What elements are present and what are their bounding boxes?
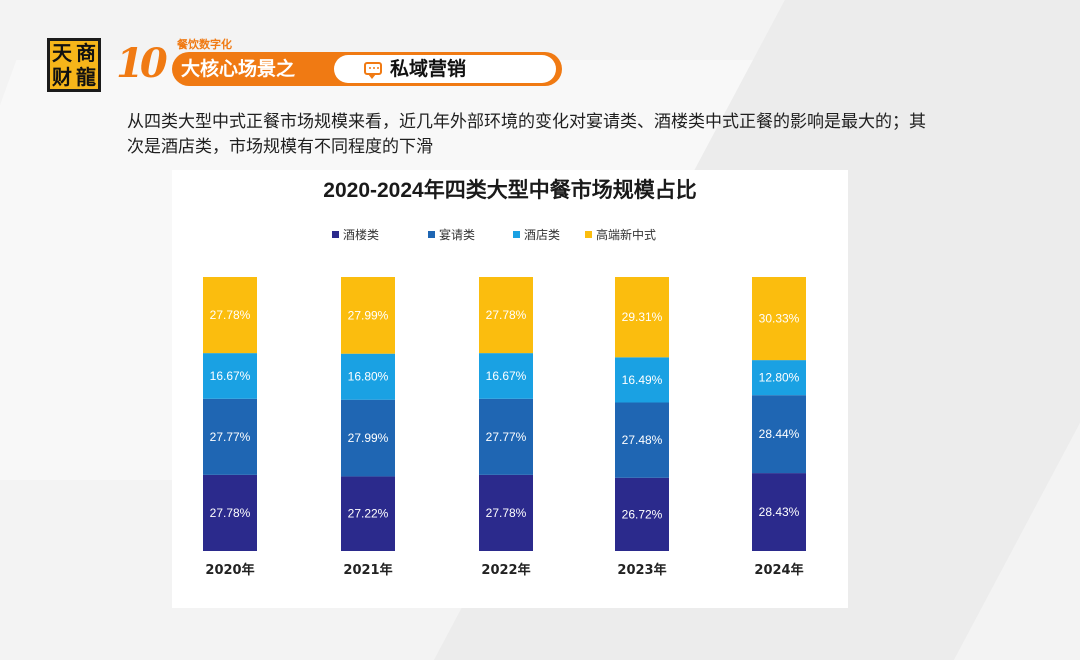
header-subtitle: 餐饮数字化: [177, 38, 232, 51]
legend-label: 酒店类: [524, 228, 560, 242]
data-label: 27.78%: [210, 506, 251, 520]
data-label: 27.78%: [210, 308, 251, 322]
logo-char: 商: [76, 41, 96, 65]
data-label: 26.72%: [622, 507, 663, 521]
data-label: 27.22%: [348, 507, 389, 521]
header-number: 10: [116, 40, 168, 87]
bar-segment: [203, 398, 257, 475]
legend-label: 高端新中式: [596, 227, 656, 242]
x-axis-labels: 2020年 2021年 2022年 2023年 2024年: [205, 562, 803, 578]
logo-char: 龍: [76, 65, 96, 89]
description-text: 从四类大型中式正餐市场规模来看，近几年外部环境的变化对宴请类、酒楼类中式正餐的影…: [127, 112, 926, 157]
data-label: 27.99%: [348, 308, 389, 322]
x-tick-label: 2022年: [481, 562, 530, 578]
legend-swatch: [585, 231, 592, 238]
bar-segment: [341, 277, 395, 354]
chart-bars: 27.78% 27.77% 16.67% 27.78% 27.22% 27.99% 16.8…: [203, 277, 806, 551]
bar-segment: [615, 477, 669, 551]
legend-swatch: [428, 231, 435, 238]
chart-title: 2020-2024年四类大型中餐市场规模占比: [323, 178, 696, 202]
legend-swatch: [513, 231, 520, 238]
bar-segment: [752, 473, 806, 551]
data-label: 27.78%: [486, 506, 527, 520]
header-left-text: 大核心场景之: [181, 58, 296, 80]
brand-logo: 天 商 财 龍: [47, 38, 101, 92]
bar-segment: [479, 277, 533, 354]
data-label: 16.67%: [210, 369, 251, 383]
data-label: 27.48%: [622, 433, 663, 447]
data-label: 28.44%: [759, 427, 800, 441]
data-label: 16.49%: [622, 373, 663, 387]
chat-bubble-icon: [364, 62, 382, 79]
bar-segment: [479, 398, 533, 475]
legend-label: 宴请类: [439, 227, 475, 242]
bar-segment: [752, 360, 806, 396]
bar-segment: [341, 399, 395, 477]
data-label: 12.80%: [759, 371, 800, 385]
data-label: 27.77%: [486, 430, 527, 444]
x-tick-label: 2023年: [617, 562, 666, 578]
x-tick-label: 2024年: [754, 562, 803, 578]
chart-panel: 2020-2024年四类大型中餐市场规模占比 酒楼类 宴请类 酒店类 高端新中式 27…: [172, 170, 848, 608]
data-label: 16.67%: [486, 369, 527, 383]
bar-segment: [479, 474, 533, 551]
header-right-text: 私域营销: [390, 58, 467, 80]
stacked-bar-chart: 2020-2024年四类大型中餐市场规模占比 酒楼类 宴请类 酒店类 高端新中式 27…: [203, 178, 806, 578]
legend-label: 酒楼类: [343, 227, 379, 242]
bar-segment: [615, 402, 669, 478]
data-label: 27.78%: [486, 308, 527, 322]
bar-segment: [341, 476, 395, 551]
logo-char: 天: [52, 41, 72, 65]
data-label: 27.99%: [348, 431, 389, 445]
bar-segment: [203, 353, 257, 399]
bar-segment: [203, 474, 257, 551]
data-label: 28.43%: [759, 505, 800, 519]
data-label: 30.33%: [759, 312, 800, 326]
x-tick-label: 2021年: [343, 562, 392, 578]
bar-segment: [341, 353, 395, 400]
logo-char: 财: [52, 65, 72, 89]
bar-segment: [615, 357, 669, 403]
data-label: 16.80%: [348, 370, 389, 384]
bar-segment: [203, 277, 257, 354]
bar-segment: [479, 353, 533, 399]
bar-segment: [752, 277, 806, 361]
bar-segment: [615, 277, 669, 358]
x-tick-label: 2020年: [205, 562, 254, 578]
legend-swatch: [332, 231, 339, 238]
bar-segment: [752, 395, 806, 474]
data-label: 27.77%: [210, 430, 251, 444]
data-label: 29.31%: [622, 310, 663, 324]
chart-legend: 酒楼类 宴请类 酒店类 高端新中式: [332, 227, 656, 242]
